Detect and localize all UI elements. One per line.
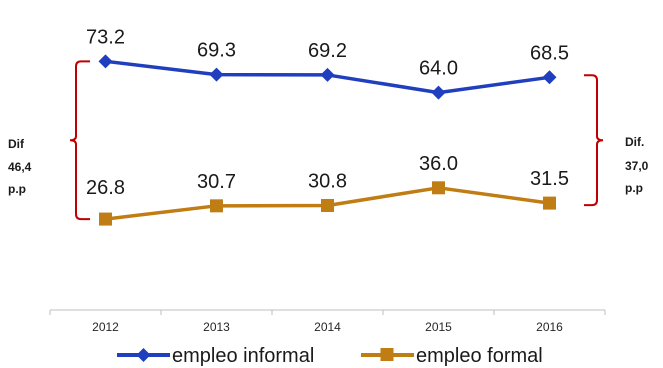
marker-empleo-informal-2016 [542,70,557,85]
legend-marker-square [380,348,394,361]
legend: empleo informal empleo formal [117,345,543,367]
data-label-empleo-formal-2016: 31.5 [530,168,569,190]
marker-empleo-informal-2012 [98,54,113,69]
data-label-empleo-informal-2014: 69.2 [308,40,347,62]
marker-empleo-informal-2014 [320,67,335,82]
legend-label-empleo-formal: empleo formal [416,345,543,367]
legend-item-empleo-informal: empleo informal [117,345,314,367]
right-note-line-1: Dif. [625,135,644,149]
difference-brackets [69,60,604,221]
x-tick-label-2012: 2012 [92,320,119,334]
right-bracket [584,74,604,207]
x-tick-label-2016: 2016 [536,320,563,334]
data-label-empleo-formal-2014: 30.8 [308,170,347,192]
data-label-empleo-formal-2012: 26.8 [86,177,125,199]
marker-empleo-informal-2013 [209,67,224,82]
right-note-line-3: p.p [625,181,643,195]
legend-label-empleo-informal: empleo informal [172,345,314,367]
data-label-empleo-informal-2016: 68.5 [530,42,569,64]
marker-empleo-formal-2012 [99,212,112,226]
left-difference-note: Dif 46,4 p.p [8,137,32,196]
series-layer [98,54,557,226]
marker-empleo-informal-2015 [431,85,446,100]
x-tick-label-2015: 2015 [425,320,452,334]
marker-empleo-formal-2016 [543,196,556,210]
x-tick-label-2013: 2013 [203,320,230,334]
legend-marker-diamond [136,348,151,362]
data-label-empleo-formal-2013: 30.7 [197,171,236,193]
data-labels: 73.2 69.3 69.2 64.0 68.5 26.8 30.7 30.8 36.0 31.5 [86,26,569,199]
marker-empleo-formal-2013 [210,199,223,213]
marker-empleo-formal-2014 [321,198,334,212]
data-label-empleo-formal-2015: 36.0 [419,153,458,175]
left-note-line-3: p.p [8,182,26,196]
x-axis: 2012 2013 2014 2015 2016 [49,309,606,334]
legend-item-empleo-formal: empleo formal [361,345,543,367]
marker-empleo-formal-2015 [432,181,445,195]
left-note-line-2: 46,4 [8,160,32,174]
left-bracket [69,60,90,221]
right-difference-note: Dif. 37,0 p.p [625,135,649,195]
left-note-line-1: Dif [8,137,25,151]
data-label-empleo-informal-2015: 64.0 [419,58,458,80]
x-tick-label-2014: 2014 [314,320,341,334]
data-label-empleo-informal-2013: 69.3 [197,40,236,62]
right-note-line-2: 37,0 [625,159,649,173]
data-label-empleo-informal-2012: 73.2 [86,26,125,48]
